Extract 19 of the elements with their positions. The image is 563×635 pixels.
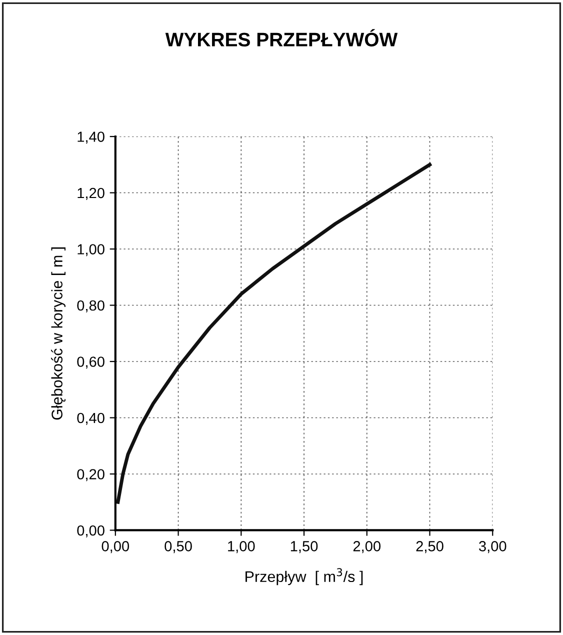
y-tick-label: 0,00 bbox=[77, 525, 104, 538]
x-tick-label: 1,50 bbox=[290, 541, 318, 554]
y-tick-label: 0,20 bbox=[77, 469, 104, 482]
x-axis-title: Przepływ [ m$^{3}$/s ] bbox=[246, 568, 363, 586]
y-tick-label: 0,80 bbox=[77, 300, 104, 312]
y-tick-label: 1,40 bbox=[78, 132, 104, 144]
line-series bbox=[116, 162, 432, 504]
y-tick-label: 1,00 bbox=[78, 244, 104, 256]
chart-title: WYKRES PRZEPŁYWÓW bbox=[165, 29, 398, 46]
x-tick-label: 1,00 bbox=[228, 541, 255, 554]
x-tick-label: 2,00 bbox=[353, 541, 381, 554]
y-tick-label: 0,40 bbox=[77, 412, 104, 425]
x-tick-label: 0,50 bbox=[164, 541, 192, 554]
x-tick-label: 0,00 bbox=[102, 541, 130, 554]
x-tick-label: 3,00 bbox=[478, 541, 506, 554]
y-axis-title: Głębokość w korycie [ m ] bbox=[51, 247, 66, 420]
y-tick-label: 1,20 bbox=[78, 188, 104, 200]
y-tick-label: 0,60 bbox=[77, 356, 104, 369]
x-tick-label: 2,50 bbox=[416, 541, 444, 554]
